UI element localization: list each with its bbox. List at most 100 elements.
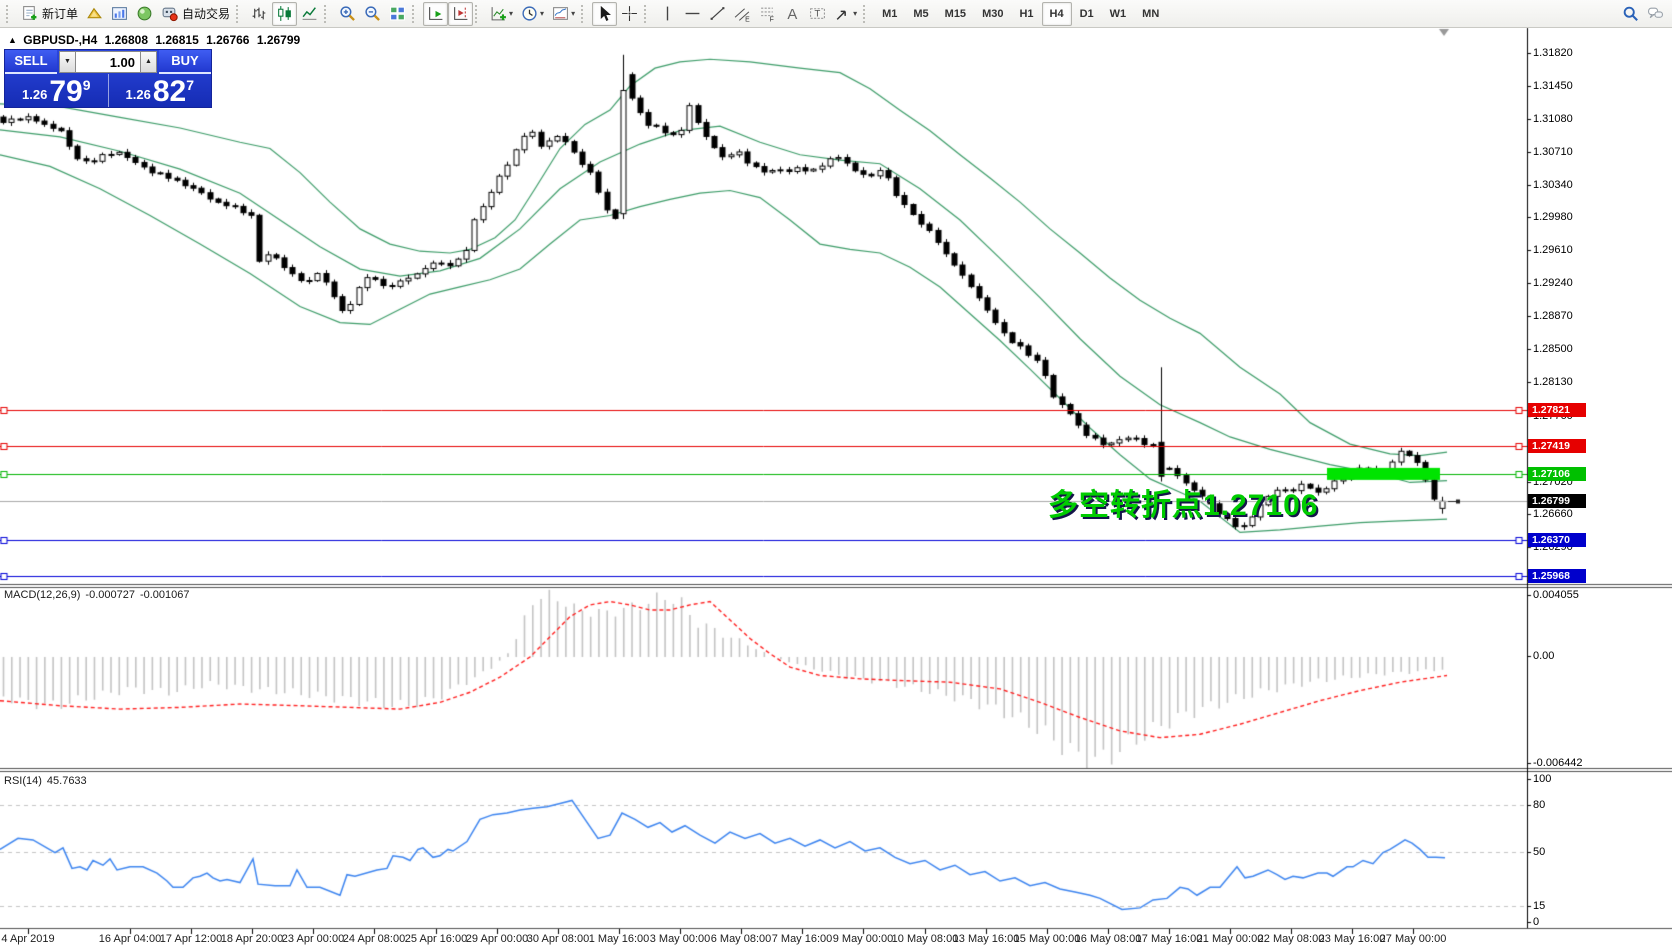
timeframe-label: M15 <box>944 7 967 20</box>
price-axis-tick: 1.31080 <box>1533 113 1573 126</box>
svg-text:F: F <box>770 16 774 22</box>
text-icon: A <box>784 5 801 22</box>
dropdown-caret-icon[interactable]: ▾ <box>853 9 858 18</box>
timeframe-label: H4 <box>1049 7 1064 20</box>
toolbar-grip <box>412 4 419 23</box>
pivot-annotation[interactable]: 多空转折点1.27106 <box>1048 489 1319 522</box>
timeframe-D1-button[interactable]: D1 <box>1072 2 1102 26</box>
chart-header: ▲ GBPUSD-,H4 1.26808 1.26815 1.26766 1.2… <box>8 33 304 47</box>
zoom-out-button[interactable] <box>360 2 385 26</box>
timeframe-W1-button[interactable]: W1 <box>1102 2 1135 26</box>
toolbar-button-label: 新订单 <box>42 7 79 21</box>
dropdown-caret-icon[interactable]: ▾ <box>509 9 514 18</box>
candlestick-button[interactable] <box>272 1 298 26</box>
time-axis-label: 6 May 08:00 <box>710 933 772 945</box>
line-price-tag: 1.26370 <box>1528 532 1586 547</box>
time-axis-label: 9 May 00:00 <box>832 933 894 945</box>
horizontal-line-button[interactable] <box>680 2 705 26</box>
toolbar: 新订单 自动交易 ▾ ▾ ▾ E F A T ▾ M1 M5 M15 M30 H1 H4 D1 W1 MN <box>0 0 1672 28</box>
toolbar-grip <box>475 4 482 23</box>
sell-button[interactable]: SELL <box>5 50 57 74</box>
templates-button[interactable]: ▾ <box>548 2 579 26</box>
search-icon <box>1622 5 1639 22</box>
line-price-tag: 1.25968 <box>1528 568 1586 583</box>
periods-button[interactable]: ▾ <box>517 2 548 26</box>
chart-shift-button[interactable] <box>448 1 474 26</box>
trendline-button[interactable] <box>705 2 730 26</box>
volume-up-button[interactable]: ▲ <box>140 51 157 73</box>
auto-scroll-icon <box>427 5 444 22</box>
time-axis-label: 29 Apr 00:00 <box>465 933 529 945</box>
timeframe-M30-button[interactable]: M30 <box>974 2 1011 26</box>
timeframe-MN-button[interactable]: MN <box>1134 2 1167 26</box>
profiles-button[interactable] <box>82 2 107 26</box>
timeframe-M15-button[interactable]: M15 <box>937 2 974 26</box>
timeframe-H4-button[interactable]: H4 <box>1041 1 1072 26</box>
time-axis-label: 13 May 16:00 <box>952 933 1020 945</box>
search-button[interactable] <box>1618 2 1643 26</box>
toolbar-grip <box>581 4 588 23</box>
zoom-in-button[interactable] <box>335 2 360 26</box>
new-order-button[interactable]: 新订单 <box>17 2 82 26</box>
time-axis-label: 1 May 16:00 <box>588 933 650 945</box>
periods-icon <box>521 5 538 22</box>
symbol-arrow-icon[interactable]: ▲ <box>8 35 17 45</box>
line-chart-button[interactable] <box>297 2 322 26</box>
volume-down-button[interactable]: ▼ <box>59 51 76 73</box>
arrows-icon <box>834 5 851 22</box>
buy-button[interactable]: BUY <box>159 50 211 74</box>
bar-chart-button[interactable] <box>247 2 272 26</box>
toolbar-group: E F A T ▾ <box>642 0 861 28</box>
arrows-button[interactable]: ▾ <box>830 2 861 26</box>
auto-scroll-button[interactable] <box>423 1 449 26</box>
cursor-icon <box>596 5 613 22</box>
buy-price[interactable]: 1.26 82 7 <box>107 74 212 108</box>
community-button[interactable] <box>1643 2 1668 26</box>
sell-price-big: 79 <box>49 75 83 108</box>
toolbar-group <box>579 0 642 28</box>
ohlc-high: 1.26815 <box>155 33 199 47</box>
zoom-in-icon <box>339 5 356 22</box>
indicators-button[interactable]: ▾ <box>486 2 517 26</box>
rsi-axis-tick: 100 <box>1533 773 1552 785</box>
rsi-label: RSI(14) 45.7633 <box>4 775 87 787</box>
toolbar-group <box>410 0 474 28</box>
buy-price-big: 82 <box>152 75 187 108</box>
toolbar-group: ▾ ▾ ▾ <box>473 0 579 28</box>
autotrading-button[interactable]: 自动交易 <box>157 2 234 26</box>
line-price-tag: 1.27821 <box>1528 403 1586 418</box>
dropdown-caret-icon[interactable]: ▾ <box>540 9 545 18</box>
dropdown-caret-icon[interactable]: ▾ <box>571 9 576 18</box>
toolbar-grip <box>863 4 870 23</box>
timeframe-H1-button[interactable]: H1 <box>1011 2 1041 26</box>
line-price-tag: 1.26799 <box>1528 494 1586 509</box>
toolbar-grip <box>324 4 331 23</box>
fibonacci-button[interactable]: F <box>755 2 780 26</box>
volume-input[interactable]: 1.00 <box>76 51 140 73</box>
macd-label: MACD(12,26,9) -0.000727 -0.001067 <box>4 589 190 601</box>
text-label-button[interactable]: T <box>805 2 830 26</box>
sell-price[interactable]: 1.26 79 9 <box>5 74 108 107</box>
crosshair-button[interactable] <box>617 2 642 26</box>
navigator-button[interactable] <box>132 2 157 26</box>
tile-windows-icon <box>389 5 406 22</box>
timeframe-M5-button[interactable]: M5 <box>905 2 936 26</box>
toolbar-grip <box>644 4 651 23</box>
price-axis-tick: 1.26660 <box>1533 507 1573 520</box>
timeframe-M1-button[interactable]: M1 <box>874 2 905 26</box>
price-axis-tick: 1.28500 <box>1533 343 1573 356</box>
timeframe-label: M30 <box>982 7 1004 20</box>
time-axis-label: 18 Apr 20:00 <box>220 933 284 945</box>
text-button[interactable]: A <box>780 2 805 26</box>
price-axis-tick: 1.28130 <box>1533 376 1573 389</box>
tile-windows-button[interactable] <box>385 2 410 26</box>
vertical-line-button[interactable] <box>655 2 680 26</box>
equidistant-channel-button[interactable]: E <box>730 2 755 26</box>
market-watch-icon <box>111 5 128 22</box>
time-axis-label: 27 May 00:00 <box>1379 933 1447 945</box>
cursor-button[interactable] <box>592 1 618 26</box>
price-axis-tick: 1.29980 <box>1533 211 1573 224</box>
market-watch-button[interactable] <box>107 2 132 26</box>
